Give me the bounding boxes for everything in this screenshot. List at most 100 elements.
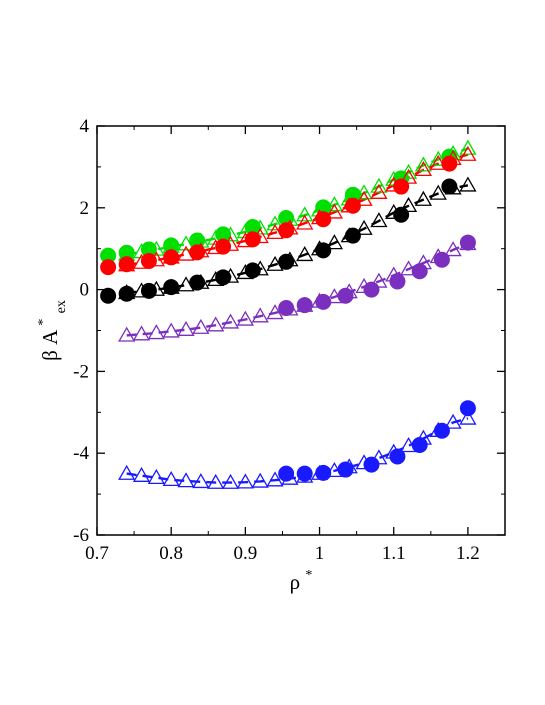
point-red-triangle <box>192 242 210 258</box>
y-tick-label: 4 <box>80 116 90 137</box>
point-green-triangle <box>370 177 388 193</box>
point-black-triangle <box>385 203 403 219</box>
point-purple-triangle <box>296 296 314 312</box>
point-purple-triangle <box>192 318 210 334</box>
y-tick-label: -6 <box>73 525 89 546</box>
point-black-triangle <box>414 190 433 206</box>
point-blue-triangle <box>370 449 388 465</box>
point-black-triangle <box>340 227 358 243</box>
point-red-triangle <box>414 160 433 177</box>
point-black-triangle <box>221 267 240 283</box>
point-black-triangle <box>147 280 165 296</box>
fit-line-red <box>126 153 469 267</box>
x-axis-ticks: 0.7 0.8 0.9 1 1.1 1.2 <box>85 126 480 564</box>
point-blue-circle <box>459 400 476 417</box>
point-black-triangle <box>399 196 418 213</box>
point-black-triangle <box>325 234 344 250</box>
point-blue-triangle <box>399 437 418 453</box>
point-green-triangle <box>325 196 344 212</box>
point-blue-triangle <box>429 421 447 437</box>
point-blue-circle <box>389 448 406 465</box>
point-red-triangle <box>118 256 136 272</box>
fit-line-blue <box>126 417 469 484</box>
point-red-triangle <box>399 168 418 184</box>
point-purple-triangle <box>429 248 447 264</box>
point-red-circle <box>100 259 117 276</box>
point-purple-triangle <box>370 272 388 288</box>
point-blue-triangle <box>459 409 477 425</box>
point-purple-triangle <box>399 260 418 276</box>
x-axis-title-main: ρ <box>290 570 300 594</box>
x-tick-label: 1 <box>315 543 325 564</box>
point-black-triangle <box>236 264 254 280</box>
point-purple-triangle <box>385 266 403 282</box>
point-purple-triangle <box>444 241 462 257</box>
point-red-triangle <box>370 183 388 199</box>
markers <box>100 139 477 489</box>
point-purple-circle <box>363 281 380 298</box>
point-purple-triangle <box>236 310 254 326</box>
point-purple-triangle <box>266 304 284 320</box>
point-purple-triangle <box>459 234 477 251</box>
y-tick-label: -4 <box>73 443 89 464</box>
point-blue-triangle <box>281 469 299 485</box>
x-tick-label: 0.8 <box>159 543 183 564</box>
point-black-triangle <box>207 270 225 287</box>
point-black-triangle <box>429 184 447 200</box>
point-green-triangle <box>429 150 447 166</box>
point-purple-circle <box>296 297 313 314</box>
x-tick-label: 0.7 <box>85 543 109 564</box>
point-purple-triangle <box>355 277 373 294</box>
point-red-triangle <box>207 239 225 255</box>
point-green-triangle <box>459 139 477 155</box>
point-purple-triangle <box>340 283 358 299</box>
point-blue-triangle <box>118 464 136 480</box>
point-purple-circle <box>433 251 450 268</box>
fit-line-green <box>126 147 469 256</box>
point-red-triangle <box>266 223 284 240</box>
point-blue-triangle <box>355 454 373 470</box>
y-axis-title-subscript: ex <box>54 300 69 313</box>
point-black-triangle <box>177 276 195 292</box>
point-blue-circle <box>296 465 313 482</box>
point-green-triangle <box>177 235 195 251</box>
x-tick-label: 1.2 <box>456 543 480 564</box>
y-tick-label: 0 <box>80 280 90 301</box>
point-blue-triangle <box>192 473 210 489</box>
point-black-triangle <box>355 219 373 235</box>
point-black-triangle <box>118 284 136 300</box>
point-blue-triangle <box>385 443 403 459</box>
fit-lines <box>126 147 469 484</box>
point-blue-triangle <box>251 472 269 488</box>
point-green-triangle <box>355 184 373 200</box>
point-green-triangle <box>147 240 165 256</box>
point-red-triangle <box>162 248 180 264</box>
point-red-triangle <box>236 232 254 248</box>
point-purple-triangle <box>325 288 344 304</box>
point-green-triangle <box>414 156 433 172</box>
point-black-triangle <box>310 240 329 256</box>
point-blue-circle <box>411 437 428 454</box>
point-green-triangle <box>296 206 314 222</box>
point-red-triangle <box>281 219 299 235</box>
x-axis-title-superscript: * <box>305 568 312 583</box>
x-tick-label: 1.1 <box>382 543 406 564</box>
x-tick-label: 0.9 <box>233 543 257 564</box>
point-purple-triangle <box>207 316 225 332</box>
point-black-triangle <box>444 179 462 195</box>
point-green-triangle <box>221 226 240 242</box>
point-red-triangle <box>325 203 344 219</box>
point-blue-triangle <box>266 471 284 487</box>
y-axis-ticks: -6 -4 -2 0 2 4 <box>73 116 505 546</box>
point-black-triangle <box>266 255 284 271</box>
point-blue-triangle <box>162 470 180 487</box>
point-blue-triangle <box>296 467 314 483</box>
point-red-triangle <box>132 253 151 269</box>
point-red-triangle <box>147 251 165 267</box>
point-black-triangle <box>370 212 388 228</box>
point-purple-triangle <box>310 292 329 308</box>
point-black-triangle <box>296 246 314 262</box>
point-red-triangle <box>177 245 195 261</box>
point-purple-triangle <box>414 254 433 270</box>
point-blue-triangle <box>132 466 151 482</box>
